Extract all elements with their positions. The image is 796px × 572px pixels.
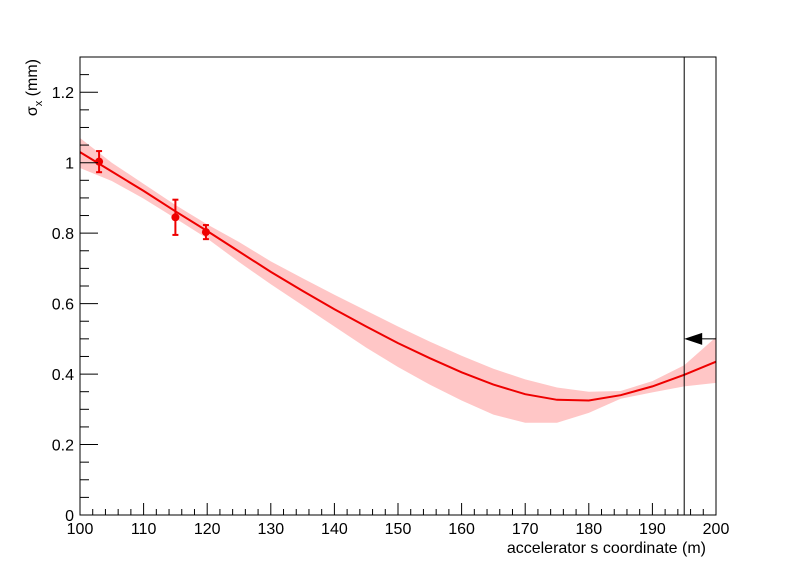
y-axis-title: σx (mm) [24, 59, 45, 116]
y-tick-label: 1 [65, 156, 74, 173]
measurement-points-layer [95, 150, 210, 241]
x-tick-label: 100 [67, 521, 94, 538]
data-point-1 [95, 157, 104, 166]
data-point-2 [171, 213, 180, 222]
x-tick-label: 140 [321, 521, 348, 538]
x-tick-label: 170 [512, 521, 539, 538]
y-tick-label: 0 [65, 508, 74, 525]
arrow-head [684, 332, 703, 345]
x-tick-label: 120 [194, 521, 221, 538]
y-tick-label: 0.4 [52, 367, 74, 384]
x-axis: 100 110 120 130 140 150 160 170 180 190 200 [67, 503, 730, 538]
y-tick-label: 1.2 [52, 85, 74, 102]
x-tick-label: 160 [448, 521, 475, 538]
x-tick-label: 190 [639, 521, 666, 538]
fit-curve [79, 151, 717, 402]
error-band [80, 138, 716, 423]
fit-curve-layer [79, 151, 717, 402]
y-tick-label: 0.2 [52, 438, 74, 455]
data-point-3 [201, 228, 210, 237]
x-tick-label: 130 [257, 521, 284, 538]
x-tick-label: 110 [131, 521, 157, 538]
y-axis-title-subscript: x [33, 100, 45, 106]
x-tick-label: 200 [703, 521, 730, 538]
x-tick-label: 180 [575, 521, 602, 538]
annotation-layer [683, 57, 716, 515]
plot-frame [79, 56, 717, 516]
x-tick-label: 150 [385, 521, 412, 538]
y-axis-title-unit: (mm) [24, 59, 41, 101]
error-band-layer [80, 138, 716, 423]
y-axis: 0 0.2 0.4 0.6 0.8 1 1.2 [52, 56, 98, 525]
x-axis-title: accelerator s coordinate (m) [507, 540, 706, 557]
y-tick-label: 0.8 [52, 226, 74, 243]
y-axis-title-symbol: σ [24, 106, 41, 116]
y-tick-label: 0.6 [52, 297, 74, 314]
